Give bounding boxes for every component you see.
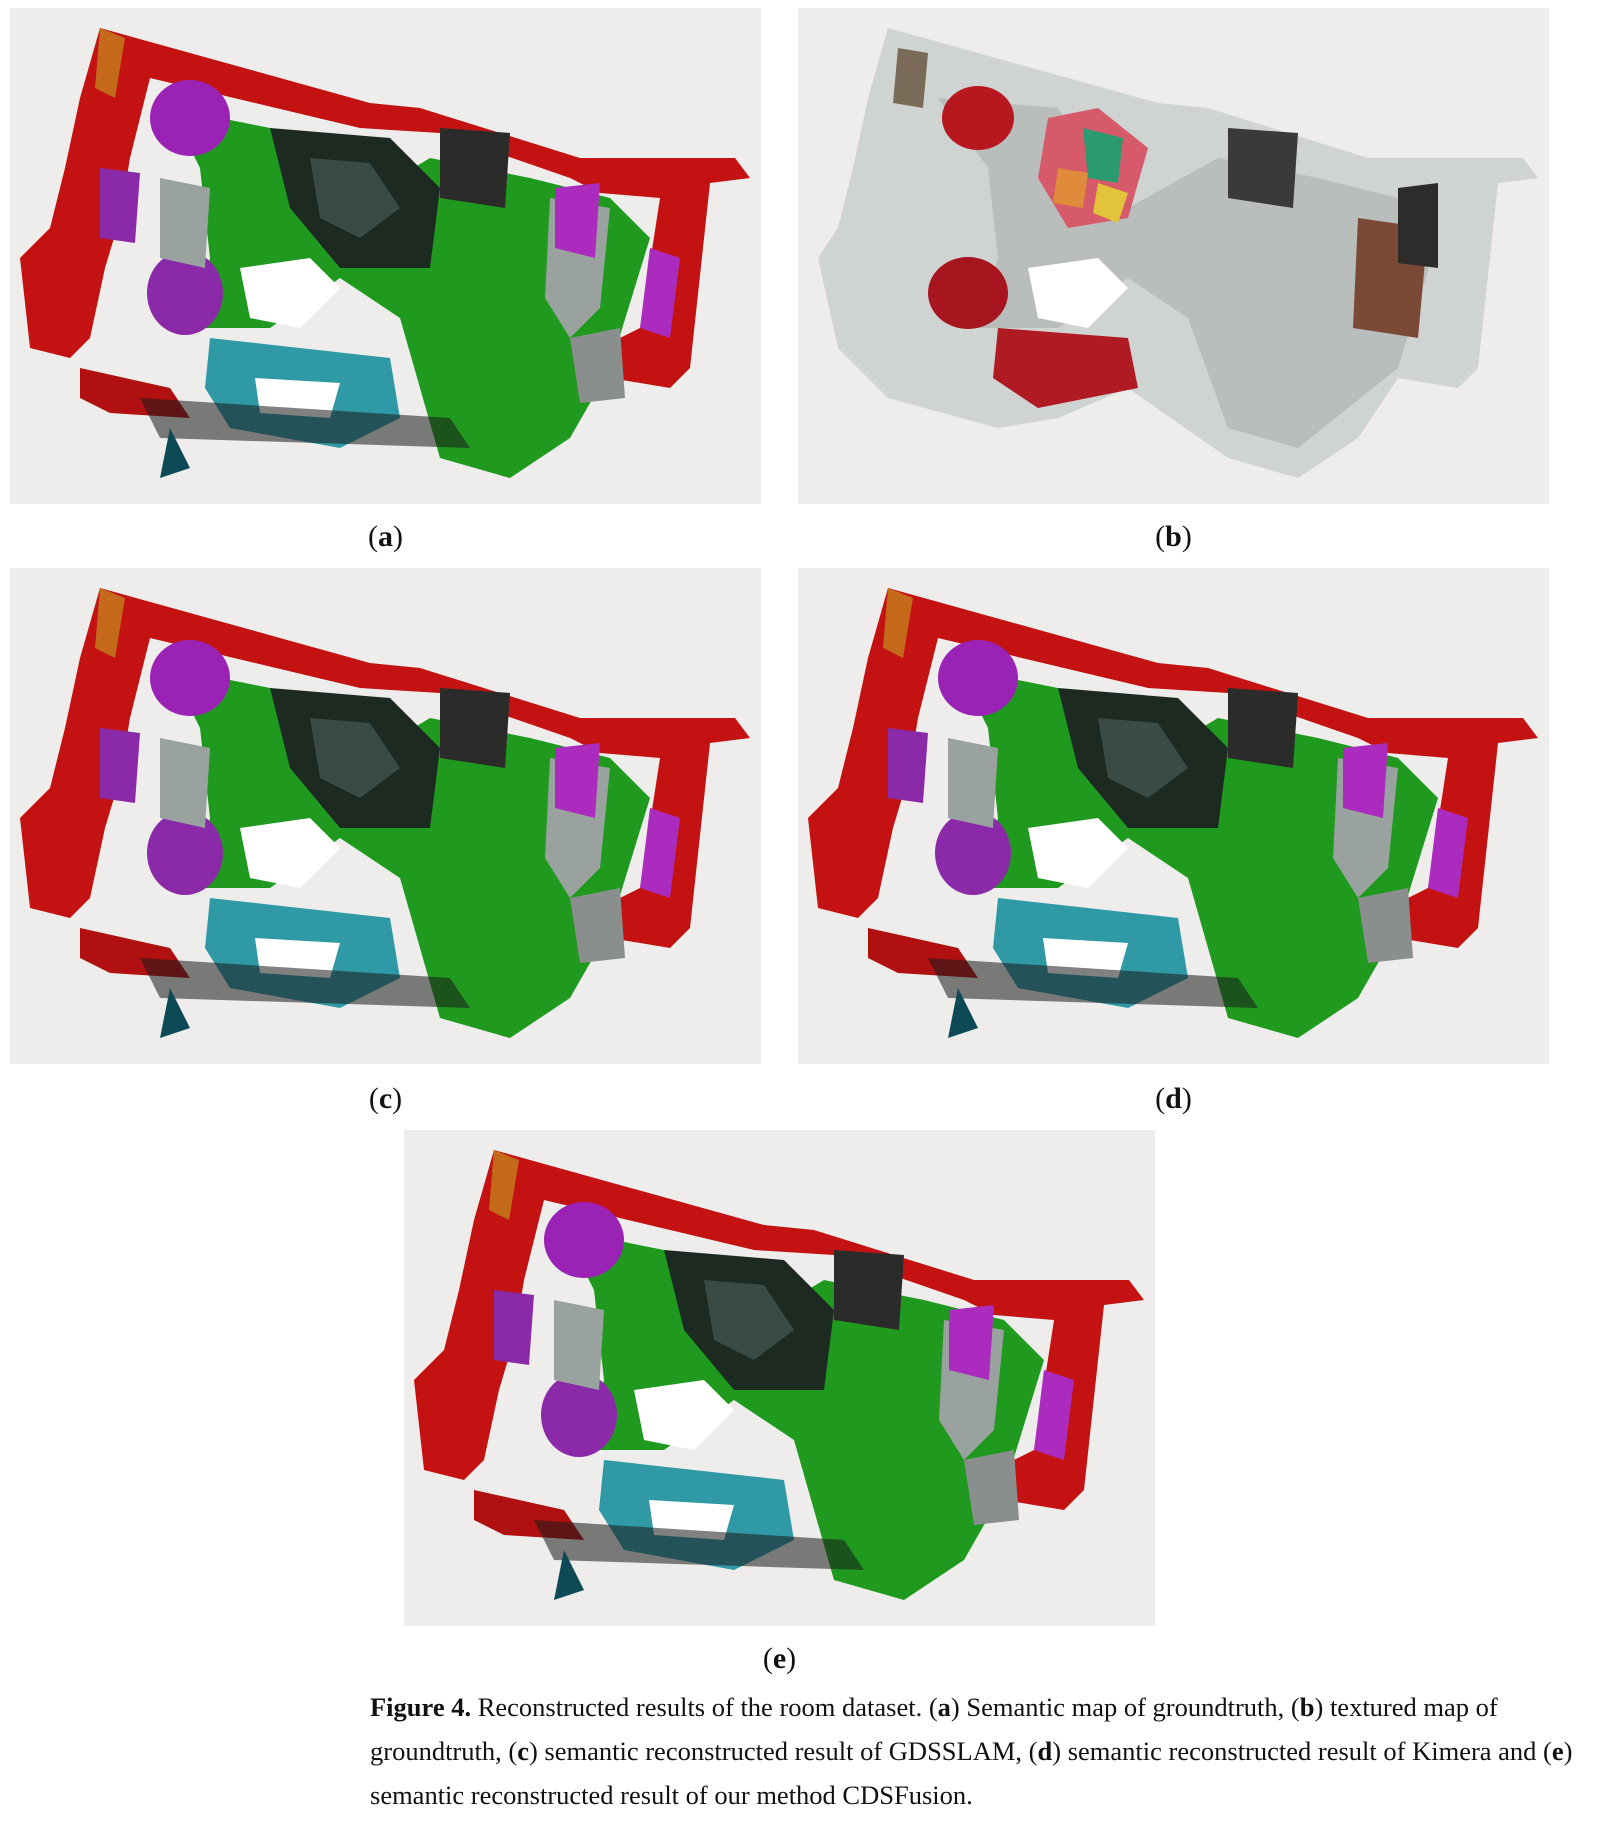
room-point-cloud	[20, 28, 750, 478]
room-textured-cloud	[818, 28, 1538, 478]
panel-b-image	[798, 8, 1549, 504]
panel-d-label: (d)	[1155, 1082, 1192, 1115]
panel-e-label: (e)	[762, 1642, 797, 1675]
figure-caption: Figure 4. Reconstructed results of the r…	[370, 1692, 1573, 1810]
panel-a-label: (a)	[368, 520, 403, 553]
panel-b-label: (b)	[1155, 520, 1192, 553]
panel-d-image	[798, 568, 1549, 1064]
panel-e-image	[404, 1130, 1155, 1626]
room-point-cloud	[808, 588, 1538, 1038]
figure-label: Figure 4.	[370, 1692, 472, 1722]
panel-c-label: (c)	[368, 1082, 403, 1115]
room-point-cloud	[20, 588, 750, 1038]
panel-a-image	[10, 8, 761, 504]
panel-c-image	[10, 568, 761, 1064]
room-point-cloud	[414, 1150, 1144, 1600]
